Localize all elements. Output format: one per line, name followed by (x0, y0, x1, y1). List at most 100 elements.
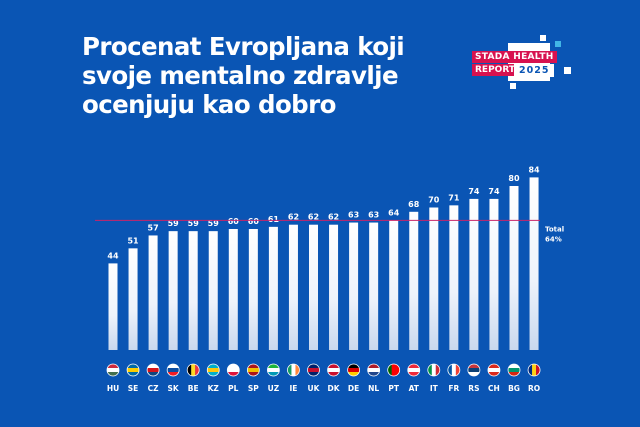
title-line-2: svoje mentalno zdravlje (82, 61, 399, 90)
flag-icon-PT (387, 363, 401, 377)
category-label: PT (388, 384, 399, 393)
bar-PL (228, 229, 238, 350)
category-label: SK (168, 384, 180, 393)
data-label: 57 (148, 223, 159, 232)
bar-CH (489, 198, 499, 350)
bar-DK (329, 224, 339, 350)
bar-BG (509, 186, 519, 350)
bar-RO (529, 177, 539, 350)
data-label: 59 (208, 219, 220, 228)
flag-icon-BE (186, 363, 200, 377)
data-label: 80 (508, 174, 520, 183)
category-label: DE (348, 384, 359, 393)
flag-icon-DK (327, 363, 340, 377)
category-label: RO (528, 384, 540, 393)
data-label: 62 (328, 213, 339, 222)
data-label: 59 (168, 219, 180, 228)
bar-CZ (148, 235, 158, 350)
flag-icon-DE (347, 363, 361, 377)
bar-KZ (208, 231, 218, 350)
data-label: 74 (488, 187, 500, 196)
flag-icon-RO (527, 363, 541, 377)
logo-line-2: REPORT (472, 64, 518, 76)
flag-icon-UK (307, 363, 320, 377)
data-label: 60 (228, 217, 240, 226)
category-label: BE (188, 384, 199, 393)
bar-UK (309, 224, 318, 350)
category-label: AT (409, 384, 420, 393)
data-label: 63 (368, 211, 379, 220)
category-label: CH (488, 384, 500, 393)
bar-IE (288, 224, 298, 350)
data-label: 71 (448, 193, 460, 202)
data-label: 62 (308, 213, 319, 222)
flag-icon-RS (467, 363, 481, 377)
logo-square (540, 35, 546, 41)
data-label: 60 (248, 217, 260, 226)
flag-icon-IT (427, 363, 441, 377)
bar-DE (349, 222, 359, 350)
flag-icon-SP (246, 363, 260, 377)
total-label: Total (545, 225, 564, 233)
bar-SK (168, 231, 178, 350)
flag-icon-FR (447, 363, 461, 377)
title-line-3: ocenjuju kao dobro (82, 90, 336, 119)
bar-BE (188, 231, 198, 350)
logo-year: 2025 (514, 64, 555, 77)
bar-HU (108, 263, 118, 350)
category-label: HU (107, 384, 119, 393)
flag-icon-SE (126, 363, 140, 377)
logo-square (555, 41, 561, 47)
data-label: 44 (107, 251, 119, 260)
category-label: IT (430, 384, 439, 393)
flag-icon-BG (507, 363, 521, 377)
category-label: FR (448, 384, 459, 393)
bar-SP (248, 229, 258, 350)
flag-icon-NL (367, 363, 381, 377)
bar-UZ (268, 226, 278, 350)
category-label: UK (308, 384, 321, 393)
data-label: 64 (388, 208, 400, 217)
data-label: 68 (408, 200, 420, 209)
data-label: 62 (288, 213, 299, 222)
category-label: BG (508, 384, 520, 393)
logo-square (510, 83, 516, 89)
flag-icon-KZ (206, 363, 220, 377)
flag-icon-CH (487, 363, 501, 377)
flag-icon-UZ (266, 363, 280, 377)
bar-NL (369, 222, 379, 350)
category-label: CZ (148, 384, 160, 393)
bar-FR (449, 205, 459, 350)
flag-icon-AT (407, 363, 421, 377)
data-label: 70 (428, 196, 440, 205)
chart-title: Procenat Evropljana koji svoje mentalno … (82, 32, 405, 119)
bar-SE (128, 248, 138, 350)
data-label: 59 (188, 219, 200, 228)
title-line-1: Procenat Evropljana koji (82, 32, 405, 61)
bar-IT (429, 207, 439, 350)
category-label: UZ (268, 384, 280, 393)
category-label: KZ (208, 384, 220, 393)
category-label: IE (289, 384, 297, 393)
bar-AT (409, 211, 419, 350)
category-label: RS (468, 384, 479, 393)
flag-icon-IE (287, 363, 300, 377)
data-label: 74 (468, 187, 480, 196)
flag-icon-CZ (146, 363, 160, 377)
flag-icon-HU (106, 363, 120, 377)
category-label: PL (228, 384, 238, 393)
flag-icon-SK (166, 363, 180, 377)
total-value-label: 64% (545, 235, 562, 243)
data-label: 51 (127, 236, 139, 245)
logo-square (564, 67, 571, 74)
bar-PT (389, 220, 399, 350)
data-label: 63 (348, 211, 359, 220)
category-label: DK (328, 384, 341, 393)
logo-line-1: STADA HEALTH (472, 51, 557, 63)
category-label: NL (368, 384, 379, 393)
bar-RS (469, 198, 479, 350)
category-label: SE (128, 384, 139, 393)
flag-icon-PL (226, 363, 240, 377)
category-label: SP (248, 384, 259, 393)
